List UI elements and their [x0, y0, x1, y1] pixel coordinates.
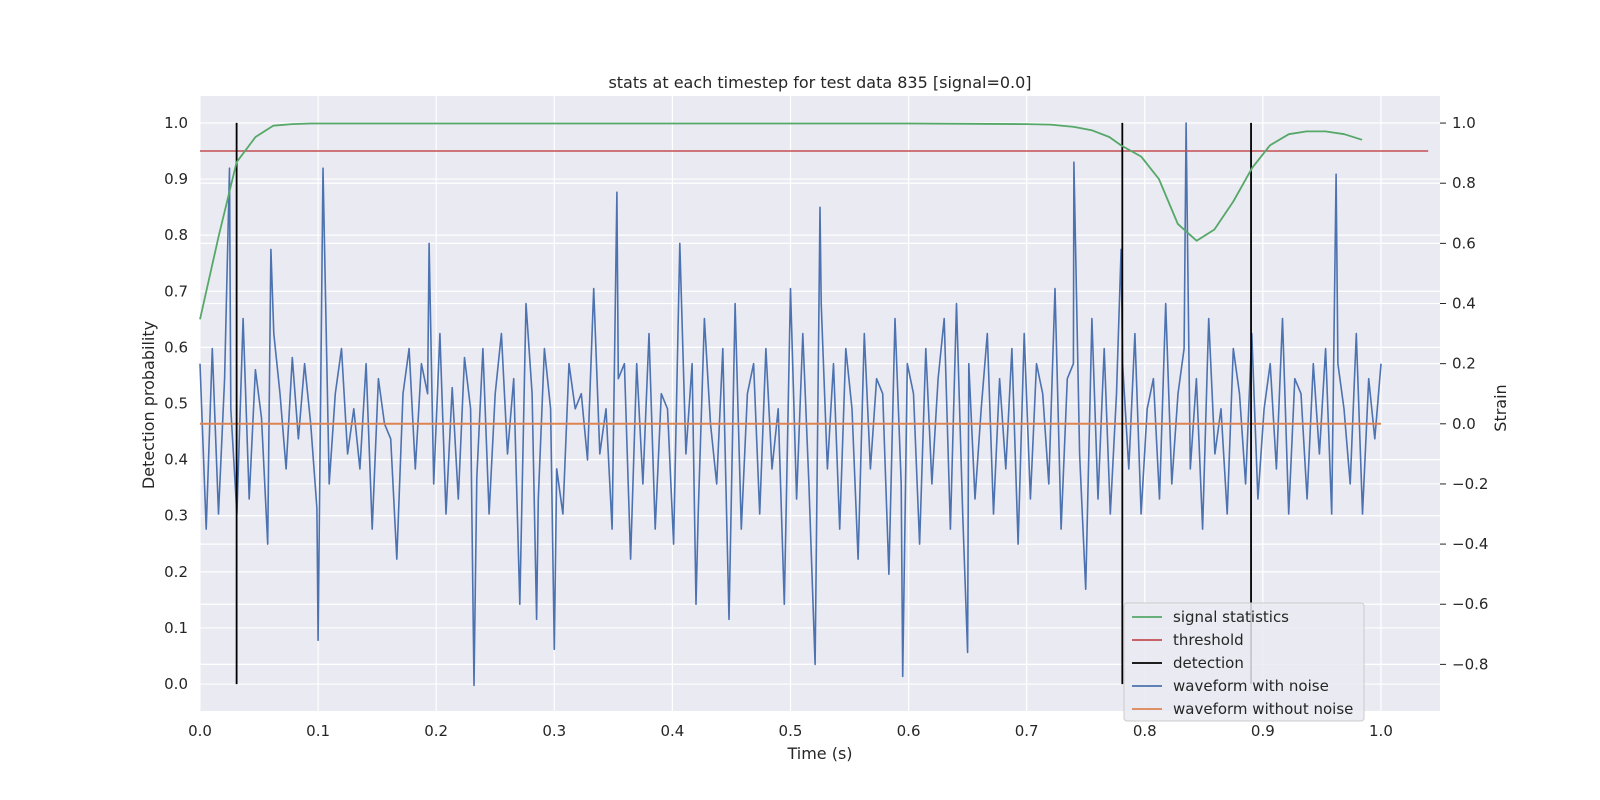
- y-tick-label: 0.8: [164, 226, 188, 244]
- legend-box: [1123, 602, 1365, 722]
- x-tick-label: 1.0: [1369, 722, 1393, 740]
- y-right-tick-label: 0.4: [1452, 295, 1476, 313]
- x-tick-label: 0.9: [1251, 722, 1275, 740]
- waveform-with-noise-series: [199, 122, 1382, 687]
- y-axis-right: −0.8 −0.6 −0.4 −0.2 0.0 0.2 0.4 0.6 0.8 1.0: [1440, 114, 1488, 673]
- y-tick-label: 0.2: [164, 563, 188, 581]
- y-tick-label: 0.6: [164, 338, 188, 356]
- y-tick-label: 0.5: [164, 395, 188, 413]
- y-tick-label: 0.1: [164, 619, 188, 637]
- detection-series: [235, 122, 1252, 685]
- y-right-tick-label: −0.2: [1452, 475, 1488, 493]
- legend-item-detection: detection: [1132, 654, 1244, 672]
- x-tick-label: 0.0: [188, 722, 212, 740]
- legend-label-waveform-without-noise: waveform without noise: [1173, 700, 1353, 718]
- x-tick-label: 0.3: [542, 722, 566, 740]
- y-axis-left: 0.0 0.1 0.2 0.3 0.4 0.5 0.6 0.7 0.8 0.9 1.0: [164, 114, 188, 693]
- y-right-tick-label: 0.2: [1452, 355, 1476, 373]
- legend-item-signal-statistics: signal statistics: [1132, 608, 1289, 626]
- y-right-tick-label: −0.8: [1452, 655, 1488, 673]
- waveform-with-noise-line: [199, 122, 1382, 687]
- y-tick-label: 0.9: [164, 170, 188, 188]
- y-right-tick-label: 0.0: [1452, 415, 1476, 433]
- y-tick-label: 0.0: [164, 675, 188, 693]
- x-tick-label: 0.8: [1133, 722, 1157, 740]
- y-tick-label: 1.0: [164, 114, 188, 132]
- signal-statistics-line: [199, 122, 1363, 320]
- legend-item-threshold: threshold: [1132, 631, 1244, 649]
- chart-title: stats at each timestep for test data 835…: [608, 73, 1031, 92]
- signal-statistics-series: [199, 122, 1363, 320]
- legend-label-signal-statistics: signal statistics: [1173, 608, 1289, 626]
- x-axis: 0.0 0.1 0.2 0.3 0.4 0.5 0.6 0.7 0.8 0.9 1.0: [188, 722, 1393, 740]
- y-axis-label: Detection probability: [139, 321, 158, 489]
- y-right-tick-label: 1.0: [1452, 114, 1476, 132]
- x-tick-label: 0.4: [660, 722, 684, 740]
- y-axis-right-label: Strain: [1491, 384, 1510, 431]
- legend-label-threshold: threshold: [1173, 631, 1244, 649]
- legend-label-detection: detection: [1173, 654, 1244, 672]
- legend: signal statistics threshold detection wa…: [1123, 602, 1365, 722]
- x-axis-label: Time (s): [786, 744, 852, 763]
- y-tick-label: 0.3: [164, 507, 188, 525]
- y-tick-label: 0.4: [164, 451, 188, 469]
- y-right-tick-label: 0.6: [1452, 234, 1476, 252]
- x-tick-label: 0.2: [424, 722, 448, 740]
- x-tick-label: 0.6: [897, 722, 921, 740]
- y-right-tick-label: −0.4: [1452, 535, 1488, 553]
- y-tick-label: 0.7: [164, 282, 188, 300]
- x-tick-label: 0.7: [1015, 722, 1039, 740]
- legend-item-waveform-without-noise: waveform without noise: [1132, 700, 1353, 718]
- legend-label-waveform-with-noise: waveform with noise: [1173, 677, 1329, 695]
- y-right-tick-label: 0.8: [1452, 174, 1476, 192]
- x-tick-label: 0.1: [306, 722, 330, 740]
- y-right-tick-label: −0.6: [1452, 595, 1488, 613]
- legend-item-waveform-with-noise: waveform with noise: [1132, 677, 1329, 695]
- series-layer: [199, 122, 1429, 687]
- x-tick-label: 0.5: [779, 722, 803, 740]
